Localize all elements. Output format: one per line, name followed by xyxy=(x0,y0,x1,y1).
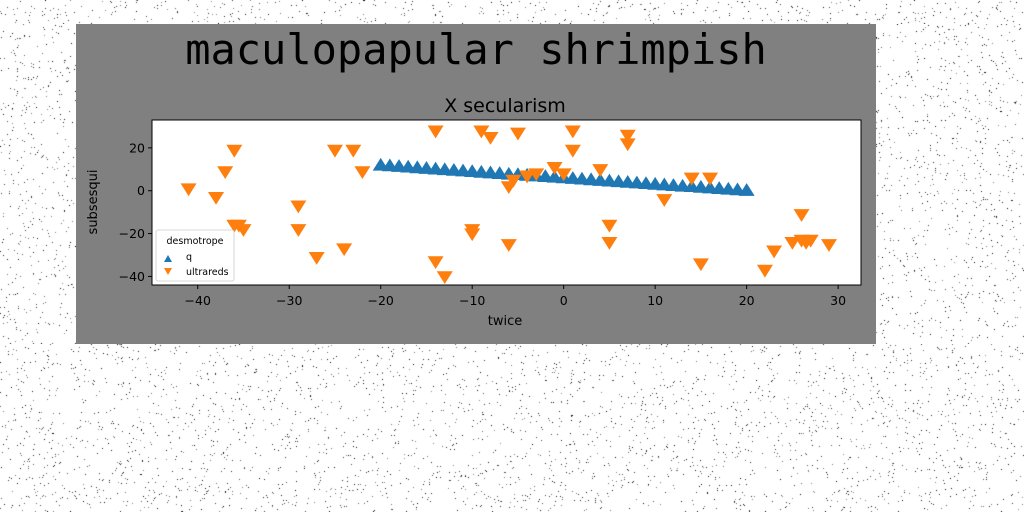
data-point-ultrareds xyxy=(336,243,353,257)
legend-label-q: q xyxy=(186,252,192,263)
plot-area xyxy=(151,119,862,286)
data-point-ultrareds xyxy=(793,209,810,222)
x-axis-label: twice xyxy=(488,314,523,329)
data-point-ultrareds xyxy=(208,191,225,205)
data-point-ultrareds xyxy=(500,239,517,252)
data-point-ultrareds xyxy=(308,251,325,265)
data-point-ultrareds xyxy=(464,228,481,242)
data-point-ultrareds xyxy=(766,245,783,259)
x-tick-label: 10 xyxy=(647,293,663,308)
data-point-ultrareds xyxy=(519,170,536,184)
data-point-ultrareds xyxy=(546,161,563,175)
data-point-ultrareds xyxy=(601,236,618,250)
y-tick-label: −40 xyxy=(119,269,145,284)
data-point-ultrareds xyxy=(619,138,636,152)
legend-title: desmotrope xyxy=(167,236,224,247)
legend-label-ultrareds: ultrareds xyxy=(186,267,229,278)
data-point-ultrareds xyxy=(683,172,700,186)
data-point-ultrareds xyxy=(345,144,362,158)
data-point-ultrareds xyxy=(326,144,343,158)
data-marks xyxy=(180,125,837,285)
data-point-ultrareds xyxy=(509,127,526,141)
data-point-ultrareds xyxy=(226,144,243,158)
data-point-ultrareds xyxy=(802,234,819,248)
x-axis: −40 −30 −20 −10 0 10 20 30 xyxy=(185,285,846,308)
y-axis: −40 −20 0 20 xyxy=(119,140,152,284)
data-point-ultrareds xyxy=(564,125,581,139)
data-point-ultrareds xyxy=(692,258,709,272)
y-tick-label: 0 xyxy=(137,183,145,198)
data-point-ultrareds xyxy=(702,172,719,186)
y-tick-label: 20 xyxy=(129,140,145,155)
x-tick-label: −30 xyxy=(276,293,302,308)
data-point-ultrareds xyxy=(235,224,252,237)
data-point-ultrareds xyxy=(820,239,837,252)
x-tick-label: −20 xyxy=(368,293,394,308)
legend-marker-q xyxy=(164,255,172,262)
data-point-ultrareds xyxy=(528,168,545,182)
data-point-ultrareds xyxy=(473,125,490,139)
x-tick-label: 30 xyxy=(830,293,846,308)
data-point-ultrareds xyxy=(619,129,636,143)
x-tick-label: 0 xyxy=(560,293,568,308)
x-tick-label: −40 xyxy=(185,293,211,308)
data-point-ultrareds xyxy=(290,200,307,214)
legend: desmotrope q ultrareds xyxy=(155,229,235,282)
data-point-ultrareds xyxy=(505,174,522,188)
data-point-ultrareds xyxy=(290,224,307,237)
data-point-ultrareds xyxy=(427,125,444,139)
data-point-ultrareds xyxy=(592,164,609,177)
legend-marker-ultrareds xyxy=(164,268,172,275)
data-point-ultrareds xyxy=(354,166,371,180)
figure-panel: maculopapular shrimpish X secularism −40… xyxy=(76,24,876,344)
data-point-ultrareds xyxy=(555,168,572,182)
data-point-ultrareds xyxy=(436,271,453,285)
data-point-ultrareds xyxy=(564,144,581,158)
data-point-ultrareds xyxy=(784,236,801,250)
y-axis-label: subsesqui xyxy=(86,170,101,235)
data-point-ultrareds xyxy=(601,219,618,233)
data-point-ultrareds xyxy=(756,264,773,278)
data-point-ultrareds xyxy=(482,131,499,145)
x-tick-label: 20 xyxy=(739,293,755,308)
chart-title: X secularism xyxy=(444,95,566,117)
data-point-ultrareds xyxy=(217,166,234,180)
data-point-ultrareds xyxy=(427,256,444,270)
chart-svg: maculopapular shrimpish X secularism −40… xyxy=(86,25,862,329)
y-tick-label: −20 xyxy=(119,226,145,241)
data-point-ultrareds xyxy=(180,183,197,197)
data-point-ultrareds xyxy=(656,194,673,207)
figure-suptitle: maculopapular shrimpish xyxy=(185,25,767,74)
legend-frame xyxy=(155,229,235,282)
data-point-q xyxy=(738,183,755,196)
x-tick-label: −10 xyxy=(459,293,485,308)
